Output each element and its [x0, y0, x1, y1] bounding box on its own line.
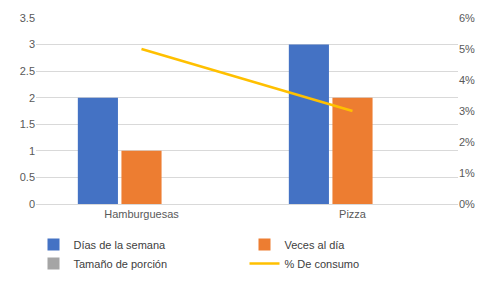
- svg-text:0.5: 0.5: [20, 171, 35, 183]
- svg-text:2.5: 2.5: [20, 65, 35, 77]
- svg-text:Hamburguesas: Hamburguesas: [104, 208, 179, 220]
- svg-text:3.5: 3.5: [20, 12, 35, 24]
- svg-text:3: 3: [29, 38, 35, 50]
- svg-text:1: 1: [29, 145, 35, 157]
- svg-text:Tamaño de porción: Tamaño de porción: [74, 258, 168, 270]
- svg-text:1.5: 1.5: [20, 118, 35, 130]
- svg-text:Veces al día: Veces al día: [285, 239, 346, 251]
- svg-text:2: 2: [29, 92, 35, 104]
- svg-text:1%: 1%: [459, 167, 475, 179]
- svg-text:2%: 2%: [459, 136, 475, 148]
- svg-text:3%: 3%: [459, 105, 475, 117]
- svg-text:5%: 5%: [459, 43, 475, 55]
- svg-text:0%: 0%: [459, 198, 475, 210]
- svg-text:4%: 4%: [459, 74, 475, 86]
- svg-text:0: 0: [29, 198, 35, 210]
- svg-text:% De consumo: % De consumo: [285, 258, 360, 270]
- svg-text:6%: 6%: [459, 12, 475, 24]
- svg-text:Días de la semana: Días de la semana: [74, 239, 167, 251]
- svg-text:Pizza: Pizza: [339, 208, 367, 220]
